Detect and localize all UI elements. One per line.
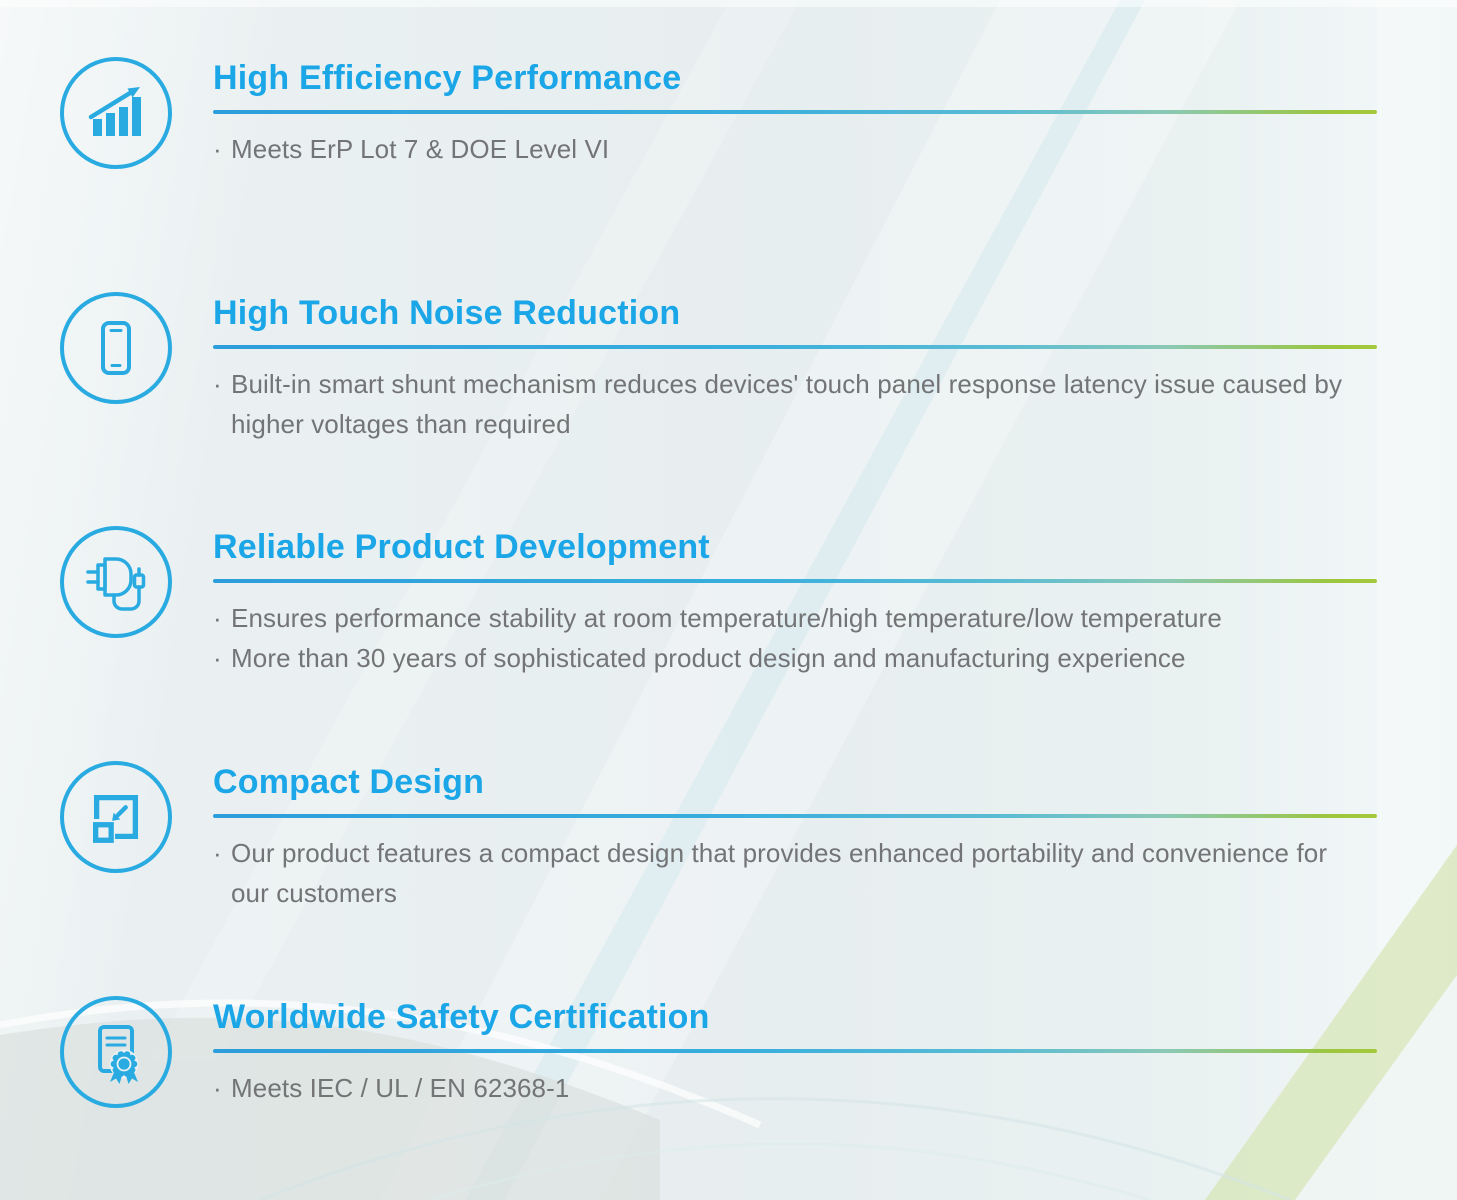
feature-section-high-efficiency: High Efficiency Performance · Meets ErP … [60,57,1377,169]
bullet-text: Meets ErP Lot 7 & DOE Level VI [231,134,610,165]
certificate-icon [98,1025,139,1084]
feature-title: Reliable Product Development [213,528,710,566]
power-adapter-icon [86,557,146,611]
feature-title: Worldwide Safety Certification [213,998,710,1036]
feature-section-safety-certification: Worldwide Safety Certification · Meets I… [60,996,1377,1108]
feature-section-touch-noise: High Touch Noise Reduction · Built-in sm… [60,292,1377,445]
bullet-marker: · [213,643,222,674]
bullet-list: · Meets ErP Lot 7 & DOE Level VI [213,129,1351,169]
compact-resize-icon [92,794,139,843]
bullet-text: Meets IEC / UL / EN 62368-1 [231,1073,570,1104]
title-underline [213,1049,1377,1054]
feature-section-compact-design: Compact Design · Our product features a … [60,761,1377,914]
feature-icon-circle [60,761,172,873]
bullet-row: · More than 30 years of sophisticated pr… [213,638,1351,678]
bullet-text: Ensures performance stability at room te… [231,603,1222,634]
bullet-text: Built-in smart shunt mechanism reduces d… [231,369,1343,440]
feature-title: High Efficiency Performance [213,59,682,97]
title-underline [213,814,1377,819]
bullet-row: · Our product features a compact design … [213,833,1351,914]
bullet-marker: · [213,369,222,400]
bullet-row: · Meets IEC / UL / EN 62368-1 [213,1068,1351,1108]
feature-title: High Touch Noise Reduction [213,294,681,332]
feature-icon-circle [60,292,172,404]
title-underline [213,110,1377,115]
bullet-list: · Ensures performance stability at room … [213,598,1351,679]
bullet-row: · Built-in smart shunt mechanism reduces… [213,364,1351,445]
bullet-marker: · [213,838,222,869]
bullet-row: · Meets ErP Lot 7 & DOE Level VI [213,129,1351,169]
smartphone-icon [101,321,131,375]
bullet-text: Our product features a compact design th… [231,838,1328,909]
title-underline [213,579,1377,584]
title-underline [213,345,1377,350]
bullet-marker: · [213,134,222,165]
bullet-marker: · [213,603,222,634]
trend-up-chart-icon [88,87,141,136]
feature-title: Compact Design [213,763,485,801]
bullet-list: · Our product features a compact design … [213,833,1351,914]
bullet-row: · Ensures performance stability at room … [213,598,1351,638]
bullet-text: More than 30 years of sophisticated prod… [231,643,1186,674]
feature-icon-circle [60,57,172,169]
feature-section-reliable-development: Reliable Product Development · Ensures p… [60,526,1377,679]
bullet-marker: · [213,1073,222,1104]
feature-icon-circle [60,526,172,638]
bullet-list: · Built-in smart shunt mechanism reduces… [213,364,1351,445]
bullet-list: · Meets IEC / UL / EN 62368-1 [213,1068,1351,1108]
feature-icon-circle [60,996,172,1108]
